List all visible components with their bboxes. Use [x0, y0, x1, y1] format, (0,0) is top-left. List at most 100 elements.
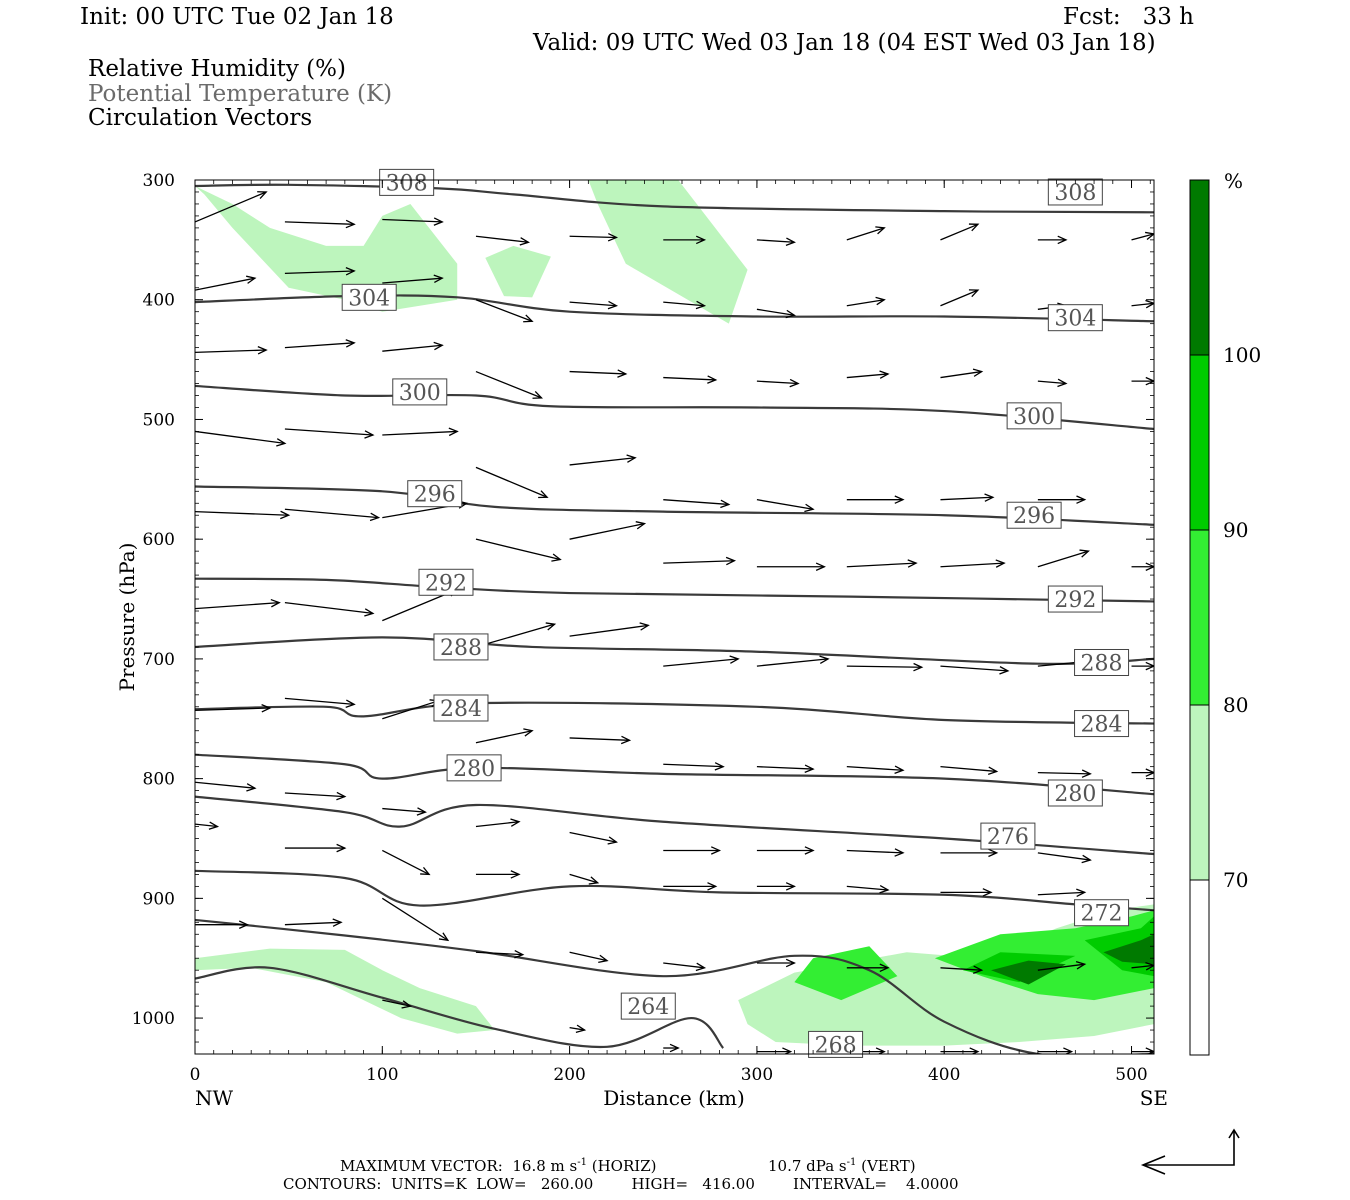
circulation-vector — [756, 499, 815, 513]
y-tick-label: 500 — [143, 410, 175, 430]
contour-info: CONTOURS: UNITS=K LOW= 260.00 HIGH= 416.… — [283, 1175, 959, 1193]
circulation-vector — [284, 508, 381, 522]
svg-text:280: 280 — [453, 757, 495, 782]
circulation-vector — [1037, 852, 1092, 864]
circulation-vector — [940, 493, 995, 502]
circulation-vector — [569, 369, 628, 378]
isentrope-label-276-0: 276 — [980, 822, 1036, 850]
circulation-vector — [663, 846, 722, 855]
circulation-vector — [663, 375, 718, 384]
colorbar-label-90: 90 — [1223, 518, 1248, 542]
circulation-vector — [1037, 495, 1087, 504]
circulation-vector — [756, 237, 796, 247]
svg-text:280: 280 — [1054, 782, 1096, 807]
circulation-vector — [1037, 235, 1068, 245]
circulation-vector — [846, 226, 886, 241]
circulation-vector — [195, 275, 257, 291]
circulation-vector — [1037, 549, 1090, 568]
svg-text:288: 288 — [1081, 651, 1123, 676]
circulation-vector — [756, 764, 815, 773]
circulation-vector — [1131, 376, 1154, 386]
svg-text:296: 296 — [414, 483, 456, 508]
circulation-vector — [940, 888, 993, 897]
field-rh: Relative Humidity (%) — [88, 56, 346, 82]
isentrope-label-300-0: 300 — [392, 378, 448, 406]
circulation-vector — [663, 1043, 680, 1053]
rh-region-70-3 — [195, 948, 495, 1034]
isentrope-labels: 308 308 304 304 300 300 296 296 292 292 288 288 284 2… — [341, 168, 1130, 1058]
isentrope-272 — [195, 869, 1154, 912]
circulation-vector — [569, 521, 647, 540]
isentrope-268 — [195, 918, 1154, 1054]
rh-region-80-5 — [794, 946, 898, 1001]
circulation-vector — [940, 223, 980, 241]
circulation-vector — [475, 818, 521, 828]
svg-text:288: 288 — [440, 636, 482, 661]
circulation-vector — [569, 454, 637, 466]
svg-text:284: 284 — [440, 697, 482, 722]
circulation-vector — [1131, 768, 1154, 777]
circulation-vector — [663, 556, 737, 566]
circulation-vector — [663, 655, 740, 667]
circulation-vector — [1037, 769, 1092, 778]
circulation-vector — [195, 703, 272, 713]
circulation-vector — [756, 655, 830, 667]
valid-time: Valid: 09 UTC Wed 03 Jan 18 (04 EST Wed … — [533, 30, 1156, 56]
circulation-vector — [475, 538, 562, 562]
circulation-vector — [663, 962, 707, 972]
isentrope-280 — [195, 753, 1154, 796]
svg-text:304: 304 — [1054, 307, 1096, 332]
svg-text:292: 292 — [425, 571, 467, 596]
circulation-vector — [475, 466, 549, 499]
circulation-vector — [940, 665, 1010, 675]
y-tick-label: 300 — [143, 171, 175, 191]
isentrope-label-292-0: 292 — [418, 568, 474, 596]
isentrope-label-272-0: 272 — [1074, 899, 1130, 927]
isentrope-label-308-0: 308 — [379, 168, 435, 196]
max-vector-horiz: MAXIMUM VECTOR: 16.8 m s-1 (HORIZ) — [340, 1157, 657, 1175]
isentrope-label-288-1: 288 — [1074, 648, 1130, 676]
circulation-vector — [382, 341, 444, 352]
circulation-vector — [195, 510, 291, 520]
circulation-vector — [663, 300, 707, 310]
circulation-vector — [195, 430, 287, 447]
colorbar-segment — [1189, 704, 1210, 881]
x-tick-label: 300 — [741, 1065, 773, 1085]
circulation-vector — [382, 699, 441, 720]
circulation-vector — [475, 370, 543, 399]
circulation-vector — [846, 885, 890, 894]
circulation-vector — [382, 999, 412, 1009]
y-tick-label: 600 — [143, 530, 175, 550]
circulation-vector — [569, 873, 600, 885]
svg-text:308: 308 — [1054, 181, 1096, 206]
y-tick-label: 900 — [143, 889, 175, 909]
circulation-vector — [1037, 378, 1068, 388]
isentrope-304 — [195, 294, 1154, 323]
isentrope-label-296-1: 296 — [1006, 501, 1062, 529]
circulation-vector — [846, 765, 905, 774]
circulation-vector — [663, 499, 731, 509]
rh-shading — [195, 180, 1154, 1046]
svg-text:300: 300 — [1013, 405, 1055, 430]
reference-vector-icon — [1140, 1128, 1240, 1175]
circulation-vector — [475, 728, 534, 744]
circulation-vector — [195, 346, 268, 355]
forecast-hour: Fcst: 33 h — [1063, 4, 1194, 30]
isentrope-288 — [195, 636, 1154, 665]
circulation-vector — [284, 601, 375, 617]
x-tick-label: 500 — [1115, 1065, 1147, 1085]
circulation-vector — [846, 495, 905, 504]
field-theta: Potential Temperature (K) — [88, 81, 393, 107]
y-tick-label: 400 — [143, 291, 175, 311]
y-tick-label: 1000 — [132, 1009, 175, 1029]
circulation-vector — [1037, 960, 1087, 971]
init-time: Init: 00 UTC Tue 02 Jan 18 — [80, 4, 394, 30]
circulation-vector — [569, 300, 619, 310]
x-tick-label: 400 — [928, 1065, 960, 1085]
y-axis-title: Pressure (hPa) — [115, 543, 139, 692]
circulation-vector — [284, 697, 356, 708]
svg-text:264: 264 — [627, 995, 669, 1020]
y-tick-label: 800 — [143, 770, 175, 790]
isentrope-label-300-1: 300 — [1006, 402, 1062, 430]
